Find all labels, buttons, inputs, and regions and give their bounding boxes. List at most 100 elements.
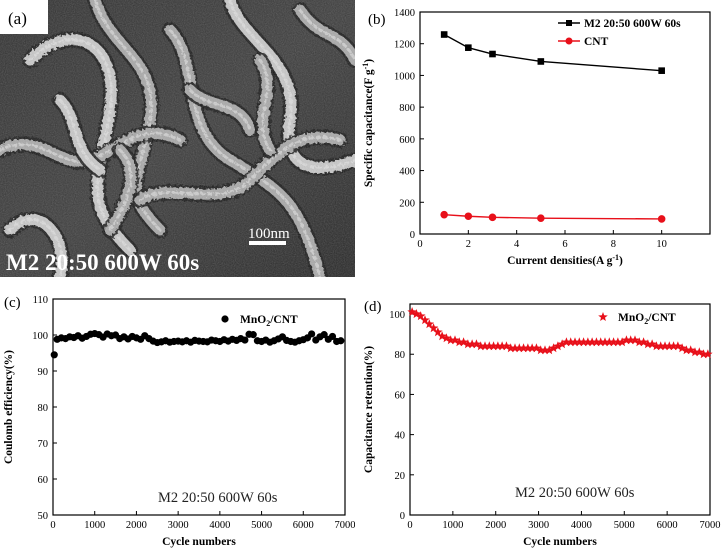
data-point (681, 345, 692, 355)
data-point (638, 337, 649, 347)
data-point (488, 341, 499, 351)
data-point (656, 341, 666, 351)
data-point (613, 337, 623, 347)
x-tick-label: 6000 (657, 520, 678, 531)
y-tick-label: 80 (38, 403, 49, 414)
legend-label-text: MnO (618, 312, 644, 324)
data-point (514, 343, 524, 353)
data-point (553, 341, 563, 351)
y-tick-label: 100 (32, 331, 48, 342)
data-point (497, 341, 507, 351)
data-point (537, 58, 545, 65)
data-point (416, 311, 426, 321)
panel-label-a: (a) (8, 9, 27, 28)
data-point (643, 339, 653, 349)
data-point (450, 335, 460, 345)
data-point (570, 337, 580, 347)
chart-b: (b) 0 2 4 6 8 10 0 200 400 600 800 1000 1200 1400 Curr… (361, 8, 711, 267)
x-tick-label: 5000 (251, 520, 272, 531)
data-point (574, 337, 584, 347)
data-point (501, 341, 512, 351)
legend-label: M2 20:50 600W 60s (584, 18, 681, 30)
data-point (523, 343, 533, 353)
x-tick-label: 4000 (209, 520, 230, 531)
x-axis-label: Cycle numbers (523, 536, 597, 548)
data-point (249, 331, 257, 339)
data-point (467, 339, 477, 349)
y-tick-label: 80 (395, 350, 406, 361)
sem-image-panel: (a) 100nm M2 20:50 600W 60s (0, 0, 363, 285)
data-point (630, 335, 640, 345)
x-tick-label: 0 (50, 520, 55, 531)
x-axis-label-sup: -1 (612, 253, 619, 262)
data-point (308, 330, 316, 338)
y-tick-label: 800 (399, 103, 415, 114)
data-point (544, 345, 554, 355)
legend-marker (566, 20, 572, 26)
y-tick-label: 70 (38, 439, 49, 450)
x-tick-label: 7000 (335, 520, 356, 531)
data-point (458, 337, 469, 347)
legend-label: MnO2/CNT (240, 314, 298, 328)
x-tick-label: 1000 (442, 520, 463, 531)
legend-label: MnO2/CNT (618, 312, 676, 326)
chart-d-panel: (d) 0 1000 2000 3000 4000 5000 6000 7000 0 20 40 60… (360, 283, 723, 552)
data-point (604, 337, 614, 347)
legend-label-text: CNT (584, 36, 609, 48)
y-axis-label-text: Capacitance retention(%) (363, 346, 375, 473)
chart-b-panel: (b) 0 2 4 6 8 10 0 200 400 600 800 1000 1200 1400 Curr… (360, 0, 723, 277)
data-point (540, 345, 550, 355)
y-tick-label: 1400 (394, 8, 415, 19)
x-tick-label: 10 (656, 239, 667, 250)
data-point (441, 333, 452, 343)
x-tick-label: 0 (417, 239, 422, 250)
x-tick-label: 4 (514, 239, 520, 250)
x-tick-label: 2000 (126, 520, 147, 531)
data-point (464, 212, 473, 221)
data-point (407, 307, 417, 317)
x-axis-label-text: Cycle numbers (523, 536, 597, 548)
data-point (651, 341, 662, 351)
y-tick-label: 400 (399, 167, 415, 178)
data-point (698, 349, 709, 359)
data-point (587, 337, 597, 347)
legend-marker (598, 312, 608, 321)
x-axis-label-text: Cycle numbers (162, 536, 236, 548)
data-point (668, 341, 679, 351)
data-point (489, 50, 496, 58)
data-point (557, 339, 567, 349)
data-point (531, 343, 542, 353)
data-point (647, 339, 657, 349)
y-tick-label: 60 (38, 475, 49, 486)
y-tick-label: 100 (389, 310, 405, 321)
data-point (677, 343, 687, 353)
y-axis-label: Coulomb efficiency(%) (3, 350, 15, 464)
x-axis-label-text: Current densities(A g (507, 255, 612, 267)
data-point (660, 341, 670, 351)
x-tick-label: 5000 (614, 520, 635, 531)
y-tick-label: 60 (395, 390, 406, 401)
data-point (600, 337, 610, 347)
y-tick-label: 110 (33, 295, 48, 306)
legend-label-sub: 2 (266, 319, 270, 328)
x-tick-label: 3000 (168, 520, 189, 531)
data-point (320, 331, 328, 339)
data-point (561, 337, 572, 347)
data-point (488, 213, 497, 222)
chart-c-panel: (c) 0 1000 2000 3000 4000 5000 6000 7000 50 60 70 8… (0, 283, 356, 552)
data-point (420, 315, 430, 325)
data-point (690, 347, 700, 357)
y-tick-label: 20 (395, 471, 406, 482)
y-axis-label-sup: -1 (361, 63, 370, 70)
data-point (428, 323, 439, 333)
data-point (484, 341, 494, 351)
y-axis-label: Capacitance retention(%) (363, 346, 375, 473)
panel-label-c: (c) (4, 295, 21, 311)
data-point (578, 337, 589, 347)
y-axis-label-end: ) (363, 59, 375, 63)
panel-label-d: (d) (364, 299, 382, 315)
data-point (583, 337, 593, 347)
data-point (658, 67, 665, 74)
x-tick-label: 4000 (571, 520, 592, 531)
chart-annotation: M2 20:50 600W 60s (158, 490, 278, 506)
